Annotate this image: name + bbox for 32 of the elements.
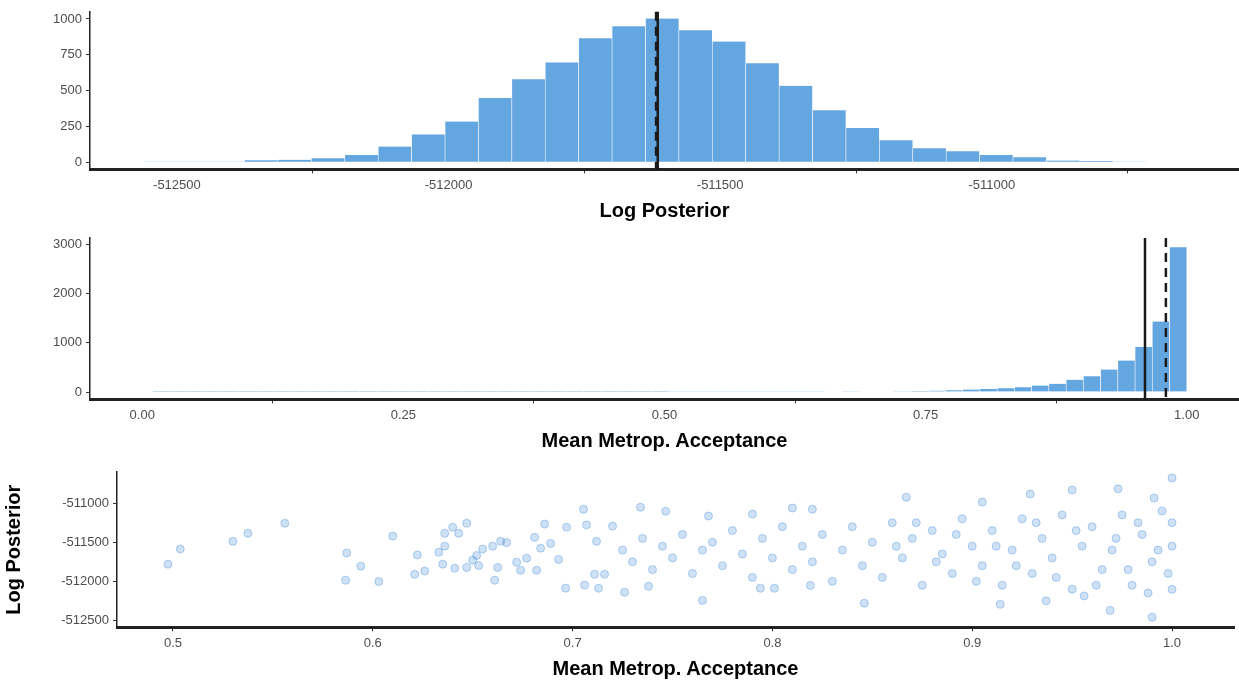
x-tick-label: -512000 [424,176,473,192]
y-tick-label: 3000 [53,235,82,251]
x-tick-label: -511500 [696,176,744,192]
y-tick-label: 750 [60,46,82,62]
x-axis-title: Mean Metrop. Acceptance [552,656,799,679]
x-tick-label: 0.25 [390,406,417,422]
y-axis-title: Log Posterior [1,484,24,615]
y-tick-label: -512500 [61,611,109,627]
x-tick-label: 0.5 [163,634,182,650]
y-tick-label: 1000 [53,334,82,350]
x-tick-label: 1.0 [1163,634,1182,650]
x-tick-label: 0.50 [651,406,678,422]
y-tick-label: -512000 [61,572,109,588]
x-axis-title: Mean Metrop. Acceptance [541,428,788,451]
y-tick-label: 2000 [53,285,82,301]
x-tick-label: 0.75 [912,406,939,422]
x-tick-label: 0.8 [763,634,782,650]
x-tick-label: 0.6 [363,634,382,650]
x-tick-label: -511000 [968,176,1016,192]
y-tick-label: 0 [74,153,82,169]
y-tick-label: 0 [74,383,82,399]
y-tick-label: -511500 [62,533,109,549]
x-tick-label: 1.00 [1174,406,1200,422]
x-axis-title: Log Posterior [599,198,730,221]
y-tick-label: 250 [60,118,82,133]
x-tick-label: -512500 [153,176,201,192]
y-tick-label: -511000 [62,494,109,510]
y-tick-label: 500 [60,82,82,98]
x-tick-label: 0.00 [129,406,155,422]
x-tick-label: 0.7 [563,634,582,650]
x-tick-label: 0.9 [963,634,982,650]
y-tick-label: 1000 [53,10,82,26]
